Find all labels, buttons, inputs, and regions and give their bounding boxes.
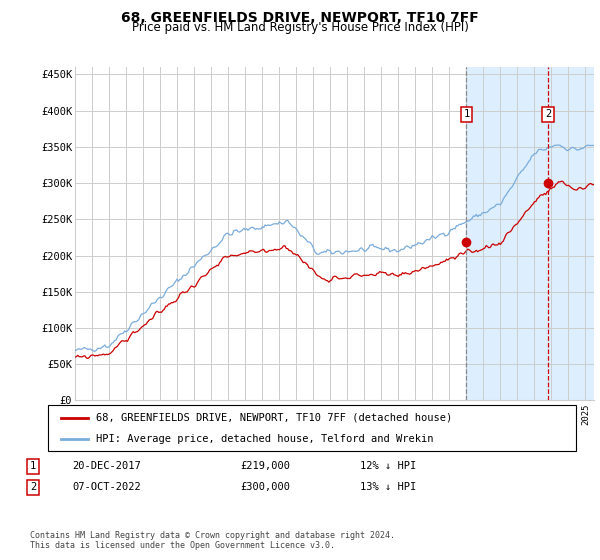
Text: HPI: Average price, detached house, Telford and Wrekin: HPI: Average price, detached house, Telf… — [95, 435, 433, 444]
Text: 13% ↓ HPI: 13% ↓ HPI — [360, 482, 416, 492]
Text: 1: 1 — [30, 461, 36, 472]
Text: £300,000: £300,000 — [240, 482, 290, 492]
Text: 2: 2 — [30, 482, 36, 492]
Text: 1: 1 — [463, 109, 470, 119]
Bar — [466, 67, 600, 400]
Text: £219,000: £219,000 — [240, 461, 290, 472]
Text: Contains HM Land Registry data © Crown copyright and database right 2024.
This d: Contains HM Land Registry data © Crown c… — [30, 530, 395, 550]
Text: 20-DEC-2017: 20-DEC-2017 — [72, 461, 141, 472]
Text: 2: 2 — [545, 109, 551, 119]
Text: Price paid vs. HM Land Registry's House Price Index (HPI): Price paid vs. HM Land Registry's House … — [131, 21, 469, 34]
Text: 68, GREENFIELDS DRIVE, NEWPORT, TF10 7FF (detached house): 68, GREENFIELDS DRIVE, NEWPORT, TF10 7FF… — [95, 413, 452, 423]
Text: 12% ↓ HPI: 12% ↓ HPI — [360, 461, 416, 472]
Text: 07-OCT-2022: 07-OCT-2022 — [72, 482, 141, 492]
Text: 68, GREENFIELDS DRIVE, NEWPORT, TF10 7FF: 68, GREENFIELDS DRIVE, NEWPORT, TF10 7FF — [121, 11, 479, 25]
